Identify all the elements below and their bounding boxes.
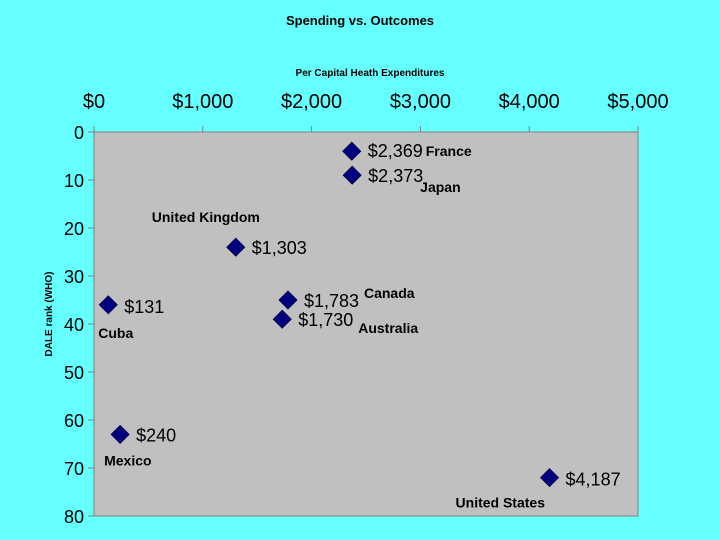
plot-area [93, 131, 639, 517]
point-name-mexico: Mexico [104, 452, 151, 468]
data-label-france: $2,369 [368, 141, 423, 161]
y-tick-label: 70 [64, 459, 84, 479]
point-name-united-states: United States [456, 495, 546, 511]
data-label-australia: $1,730 [298, 310, 353, 330]
data-label-japan: $2,373 [368, 166, 423, 186]
data-point-australia [272, 309, 292, 329]
y-tick-label: 30 [64, 267, 84, 287]
data-label-cuba: $131 [124, 297, 164, 317]
data-point-france [342, 141, 362, 161]
point-name-united-kingdom: United Kingdom [152, 209, 260, 225]
point-name-australia: Australia [358, 320, 418, 336]
y-tick-label: 60 [64, 411, 84, 431]
x-tick-label: $5,000 [607, 91, 668, 113]
chart-title: Spending vs. Outcomes [286, 13, 434, 28]
x-tick-label: $1,000 [172, 91, 233, 113]
y-tick-label: 40 [64, 315, 84, 335]
point-name-japan: Japan [420, 179, 460, 195]
x-tick-label: $0 [83, 91, 105, 113]
y-tick-label: 50 [64, 363, 84, 383]
y-tick-label: 10 [64, 171, 84, 191]
x-tick-label: $2,000 [281, 91, 342, 113]
y-tick-label: 80 [64, 507, 84, 527]
x-tick-label: $3,000 [390, 91, 451, 113]
data-label-canada: $1,783 [304, 291, 359, 311]
data-point-cuba [98, 295, 118, 315]
data-label-mexico: $240 [136, 425, 176, 445]
point-name-cuba: Cuba [98, 325, 133, 341]
x-tick-label: $4,000 [499, 91, 560, 113]
point-name-france: France [426, 143, 472, 159]
data-point-united-kingdom [226, 237, 246, 257]
y-tick-label: 20 [64, 219, 84, 239]
data-point-united-states [539, 468, 560, 488]
data-point-japan [342, 165, 362, 185]
data-point-canada [278, 290, 298, 310]
data-label-united-kingdom: $1,303 [252, 238, 307, 258]
y-tick-label: 0 [74, 123, 84, 143]
y-axis-title: DALE rank (WHO) [44, 272, 55, 357]
x-axis-title: Per Capital Heath Expenditures [296, 68, 445, 79]
data-point-mexico [110, 424, 130, 444]
point-name-canada: Canada [364, 285, 415, 301]
data-label-united-states: $4,187 [566, 470, 621, 490]
